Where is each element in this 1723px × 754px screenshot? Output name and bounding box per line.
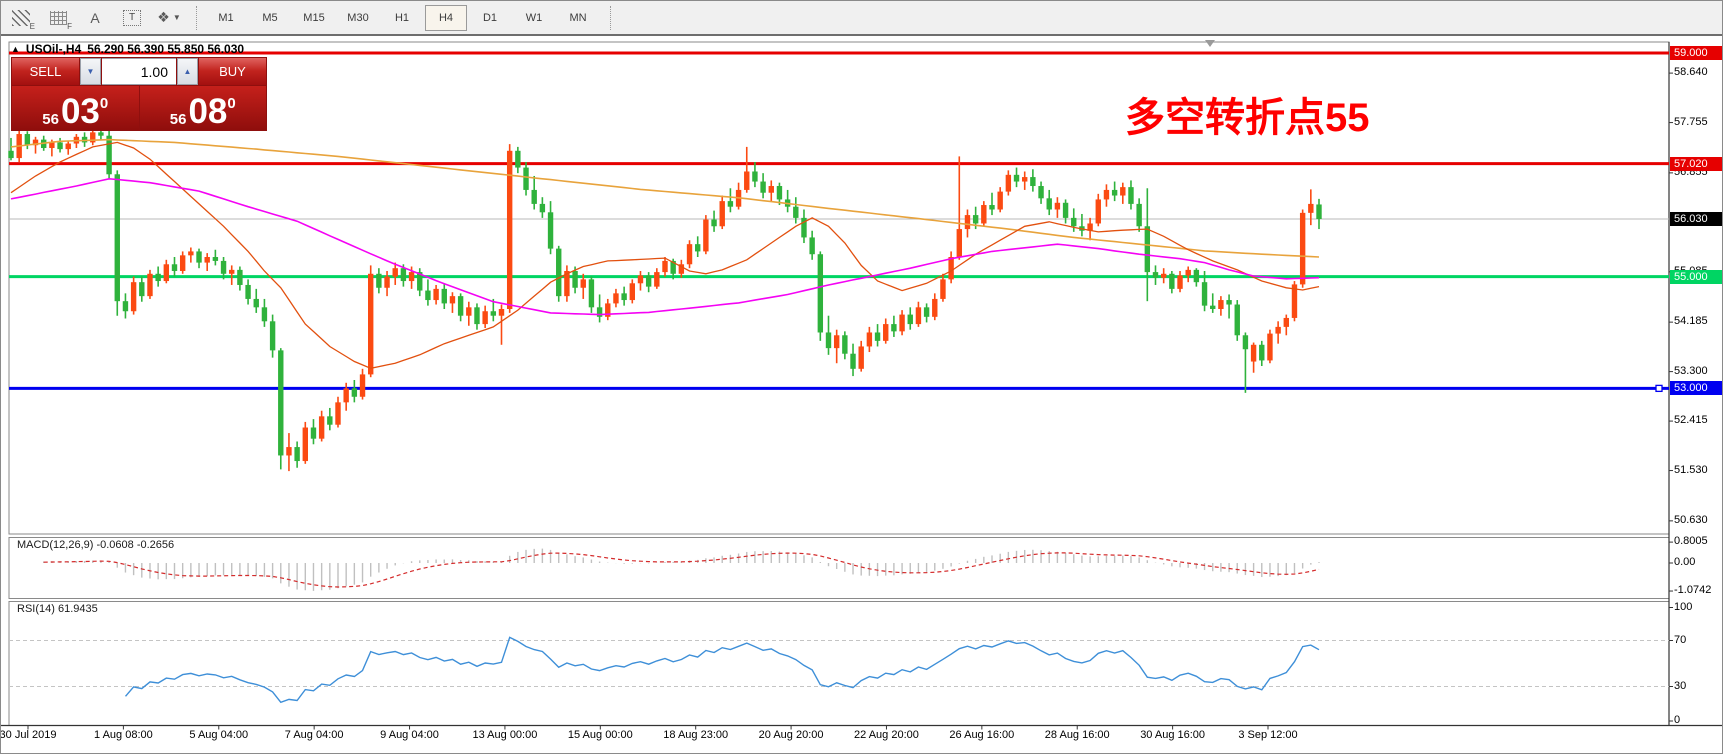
price-label-57.755: 57.755 [1674,115,1708,128]
line-drag-handle[interactable] [1655,384,1663,393]
ma-slow-gold-line [10,138,1320,258]
timeframe-button-m1[interactable]: M1 [218,11,234,24]
lot-increase-button[interactable]: ▲ [177,58,198,85]
sell-button[interactable]: SELL [12,58,79,85]
chart-title: ▲ USOil-,H4 56.290 56.390 55.850 56.030 [11,42,244,56]
rsi-axis-0: 0 [1674,714,1681,726]
chevron-down-icon: ▼ [172,13,181,22]
date-label-12: 30 Aug 16:00 [1140,729,1206,741]
rsi-axis-70: 70 [1674,633,1687,646]
grid-tools-icon[interactable]: F [41,4,75,32]
macd-label: MACD(12,26,9) -0.0608 -0.2656 [17,539,175,551]
timeframe-button-d1[interactable]: D1 [482,11,498,24]
textbox-icon[interactable]: T [115,4,149,32]
macd-signal-line [43,552,1320,588]
toolbar-separator [196,5,198,30]
date-label-0: 30 Jul 2019 [0,729,57,741]
timeframe-button-m30[interactable]: M30 [347,11,369,24]
panel-frame-2 [8,601,1670,726]
timeframe-button-h4[interactable]: H4 [425,4,467,31]
price-label-54.185: 54.185 [1674,315,1708,328]
macd-axis-0.00: 0.00 [1674,556,1696,568]
price-label-51.530: 51.530 [1674,463,1708,476]
arrows-object-icon[interactable]: ❖ ▼ [157,9,181,25]
trendline-tools-icon[interactable]: E [4,4,38,32]
date-label-6: 15 Aug 00:00 [567,729,633,741]
date-label-8: 20 Aug 20:00 [758,729,824,741]
level-price-tag-57.020: 57.020 [1670,156,1722,171]
ma-medium-magenta-line [10,177,1320,316]
rsi-label: RSI(14) 61.9435 [17,603,98,615]
collapse-panel-icon[interactable]: ▲ [11,44,20,54]
rsi-line [124,636,1320,704]
date-label-10: 26 Aug 16:00 [949,729,1015,741]
price-label-58.640: 58.640 [1674,66,1708,79]
lot-decrease-button[interactable]: ▼ [80,58,101,85]
timeframe-button-w1[interactable]: W1 [525,11,543,24]
level-price-tag-59.000: 59.000 [1670,45,1722,60]
timeframe-button-h1[interactable]: H1 [394,11,410,24]
timeframe-button-m15[interactable]: M15 [303,11,325,24]
macd-axis-0.8005: 0.8005 [1674,535,1708,548]
ma-fast-line [10,141,1320,369]
panel-frame-1 [8,537,1670,599]
macd-axis--1.0742: -1.0742 [1674,584,1712,597]
rsi-axis-30: 30 [1674,679,1687,692]
text-label-icon[interactable]: A [90,9,100,26]
buy-price-display[interactable]: 56 08 0 [139,86,266,130]
date-label-9: 22 Aug 20:00 [854,729,919,741]
lot-size-input[interactable] [102,58,176,85]
date-label-3: 7 Aug 04:00 [284,729,344,741]
chart-shift-marker-icon[interactable] [1205,40,1215,47]
level-price-tag-55.000: 55.000 [1670,269,1722,284]
toolbar: E F A T ❖ ▼ M1 M5 M15 M30 H1 H4 D1 W1 MN [1,1,1722,36]
date-label-5: 13 Aug 00:00 [472,729,538,741]
buy-button[interactable]: BUY [199,58,266,85]
date-label-1: 1 Aug 08:00 [94,729,153,741]
current-price-tag: 56.030 [1670,212,1722,226]
date-label-13: 3 Sep 12:00 [1238,729,1298,741]
date-label-2: 5 Aug 04:00 [189,729,249,741]
price-label-52.415: 52.415 [1674,414,1708,427]
symbol-period-label: USOil-,H4 [25,42,82,56]
candles-series [8,125,1322,472]
price-label-53.300: 53.300 [1674,364,1708,377]
chart-text-annotation[interactable]: 多空转折点55 [1125,96,1370,140]
timeframe-bar: M1 M5 M15 M30 H1 H4 D1 W1 MN [204,4,600,31]
ohlc-values: 56.290 56.390 55.850 56.030 [87,42,245,56]
toolbar-separator [610,5,612,30]
level-price-tag-53.000: 53.000 [1670,381,1722,396]
price-label-50.630: 50.630 [1674,513,1708,526]
date-label-7: 18 Aug 23:00 [663,729,729,741]
sell-price-display[interactable]: 56 03 0 [12,86,139,130]
timeframe-button-m5[interactable]: M5 [262,11,278,24]
rsi-axis-100: 100 [1674,600,1693,613]
timeframe-button-mn[interactable]: MN [569,11,587,24]
date-label-4: 9 Aug 04:00 [380,729,439,741]
date-label-11: 28 Aug 16:00 [1044,729,1110,741]
